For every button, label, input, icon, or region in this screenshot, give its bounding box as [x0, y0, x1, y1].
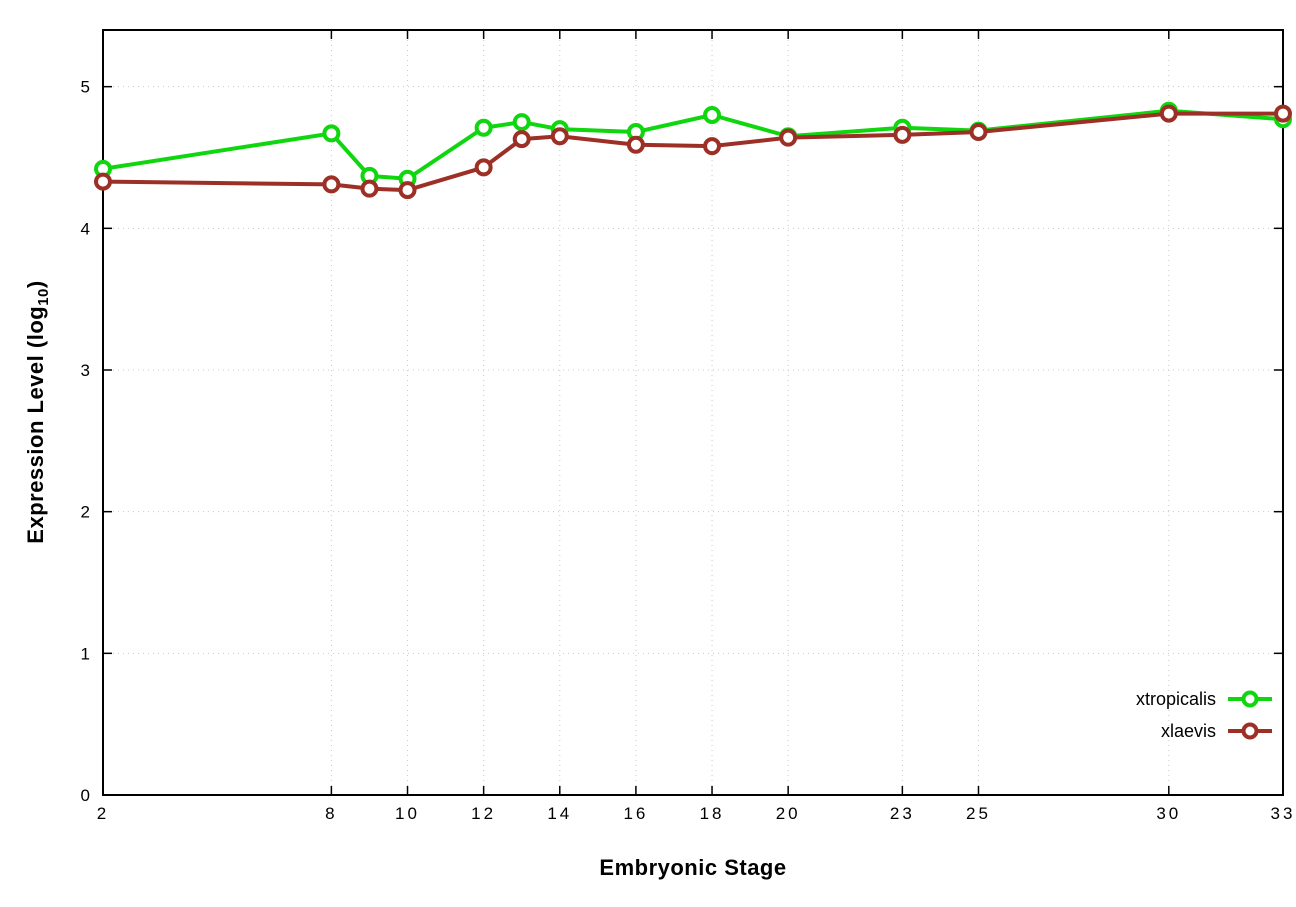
- y-tick-label: 2: [81, 503, 90, 522]
- y-tick-label: 1: [81, 644, 90, 663]
- legend-point-sample: [1241, 690, 1259, 708]
- data-point-xlaevis: [969, 123, 988, 141]
- y-axis-title-text: Expression Level (log: [23, 305, 48, 544]
- x-tick-label: 8: [325, 804, 337, 823]
- x-tick-label: 23: [890, 804, 915, 823]
- y-tick-label: 5: [81, 78, 90, 97]
- legend-item-xlaevis: xlaevis: [1161, 718, 1274, 744]
- y-tick-label: 3: [81, 361, 90, 380]
- data-point-xtropicalis: [703, 106, 722, 124]
- legend: xtropicalis xlaevis: [1136, 686, 1274, 744]
- y-axis-title-subscript: 10: [35, 288, 52, 306]
- x-tick-label: 18: [700, 804, 725, 823]
- x-tick-label: 10: [395, 804, 420, 823]
- x-tick-label: 2: [97, 804, 109, 823]
- data-point-xlaevis: [779, 128, 798, 147]
- data-point-xlaevis: [1159, 104, 1178, 123]
- data-point-xlaevis: [1274, 104, 1292, 123]
- legend-point-sample: [1241, 722, 1259, 740]
- data-point-xtropicalis: [512, 113, 531, 132]
- legend-marker-xlaevis-icon: [1228, 722, 1272, 740]
- y-tick-label: 0: [81, 786, 90, 805]
- legend-label-xlaevis: xlaevis: [1160, 720, 1216, 741]
- x-axis-title: Embryonic Stage: [599, 855, 787, 880]
- data-point-xlaevis: [550, 127, 569, 146]
- plot-border: [102, 29, 1284, 796]
- x-tick-label: 30: [1156, 804, 1181, 823]
- data-point-xlaevis: [893, 125, 912, 144]
- data-point-xtropicalis: [322, 124, 341, 143]
- x-tick-label: 12: [471, 804, 496, 823]
- y-tick-label: 4: [81, 219, 90, 238]
- data-point-xlaevis: [360, 179, 379, 198]
- x-tick-label: 20: [776, 804, 801, 823]
- legend-marker-xtropicalis-icon: [1228, 690, 1272, 708]
- data-point-xlaevis: [474, 158, 493, 177]
- x-tick-label: 25: [966, 804, 991, 823]
- y-axis-title: Expression Level (log10): [23, 280, 52, 544]
- x-tick-label: 33: [1271, 804, 1296, 823]
- data-point-xlaevis: [94, 172, 112, 191]
- series-line-xlaevis: [101, 111, 1285, 193]
- data-point-xlaevis: [398, 181, 417, 200]
- data-point-xtropicalis: [474, 118, 493, 137]
- legend-item-xtropicalis: xtropicalis: [1136, 686, 1274, 712]
- data-point-xlaevis: [626, 135, 645, 154]
- data-point-xlaevis: [703, 137, 722, 156]
- x-tick-label: 16: [623, 804, 648, 823]
- legend-label-xtropicalis: xtropicalis: [1135, 688, 1216, 709]
- data-point-xlaevis: [512, 130, 531, 149]
- data-point-xlaevis: [322, 175, 341, 194]
- x-tick-label: 14: [547, 804, 572, 823]
